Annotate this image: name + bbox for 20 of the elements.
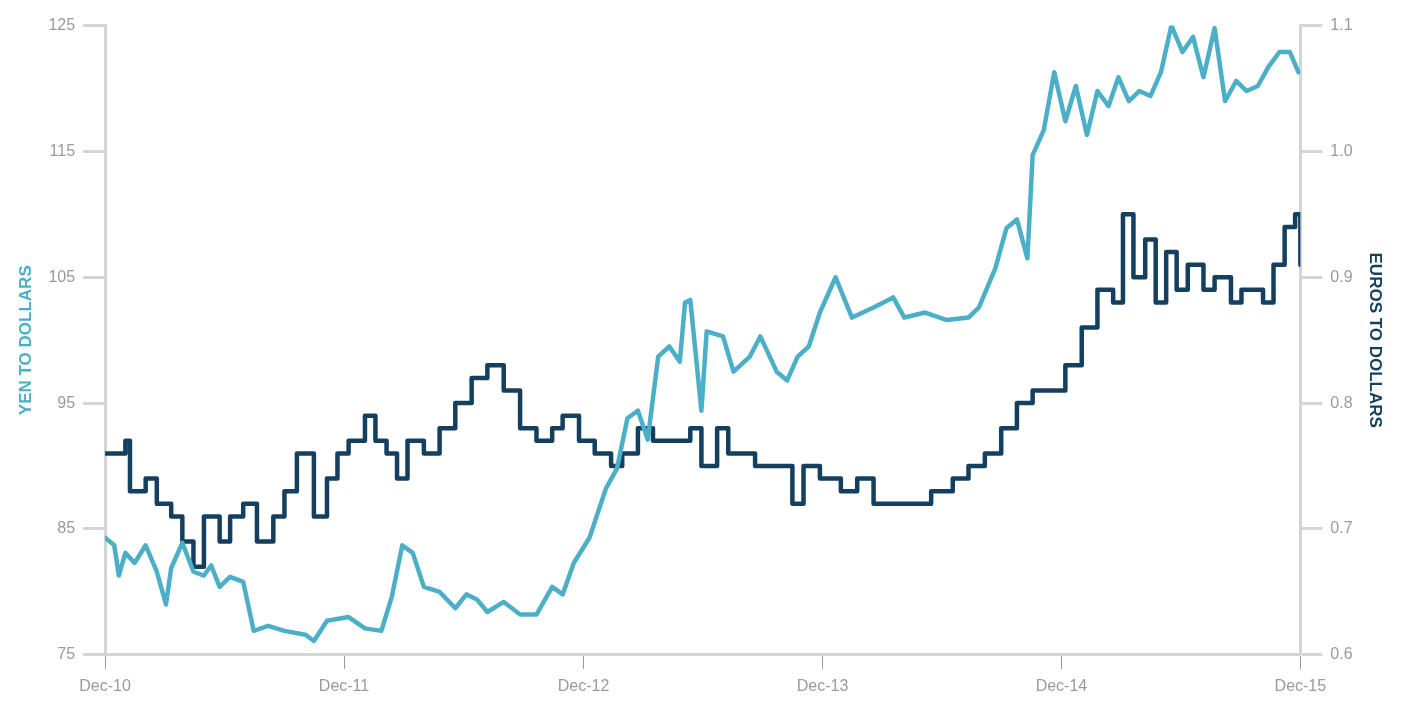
y2-tick-label: 0.8 [1330,393,1353,411]
y2-axis-title: EUROS TO DOLLARS [1366,252,1386,428]
y-tick-label: 75 [57,645,76,663]
x-tick-label: Dec-14 [1035,676,1088,694]
y2-tick-label: 1.0 [1330,141,1353,159]
y2-tick-label: 1.1 [1330,16,1353,34]
y-tick-label: 115 [49,141,76,159]
x-tick-label: Dec-13 [796,676,849,694]
x-tick-label: Dec-12 [557,676,610,694]
y-tick-label: 125 [48,16,76,34]
x-tick-label: Dec-15 [1274,676,1327,694]
x-tick-label: Dec-10 [79,676,131,694]
y-tick-label: 105 [48,267,76,285]
y2-tick-label: 0.7 [1330,519,1353,537]
y-tick-label: 95 [57,393,76,411]
y-tick-label: 85 [57,519,76,537]
y-axis-title: YEN TO DOLLARS [15,265,35,416]
x-tick-label: Dec-11 [318,676,370,694]
y2-tick-label: 0.9 [1330,267,1353,285]
y2-tick-label: 0.6 [1330,645,1353,663]
